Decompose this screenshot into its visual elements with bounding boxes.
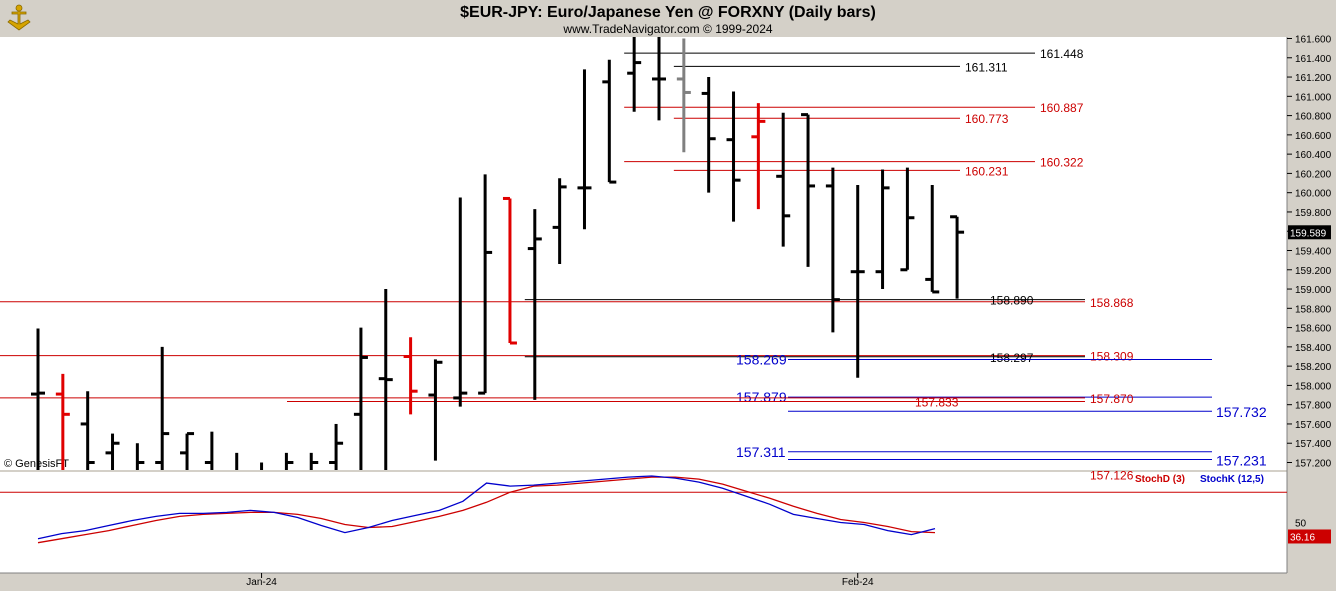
level-label: 160.231 — [965, 164, 1009, 178]
ohlc-bar[interactable] — [726, 91, 741, 222]
levels-layer: 161.448 161.311 160.887 160.773 160.322 160.2… — [0, 47, 1267, 483]
chart-subtitle: www.TradeNavigator.com © 1999-2024 — [562, 22, 772, 36]
ohlc-bar[interactable] — [478, 174, 493, 395]
ohlc-bar[interactable] — [453, 197, 468, 407]
price-tick-label: 160.400 — [1295, 150, 1332, 161]
ohlc-bar[interactable] — [627, 37, 642, 112]
level-label: 158.297 — [990, 351, 1034, 365]
time-axis: Jan-24 Feb-24 — [246, 573, 874, 588]
ohlc-bar[interactable] — [31, 328, 45, 470]
ohlc-bar[interactable] — [180, 432, 195, 470]
time-tick-label: Feb-24 — [842, 577, 874, 588]
price-tick-label: 157.600 — [1295, 420, 1332, 431]
level-label: 157.311 — [736, 444, 786, 460]
price-tick-label: 160.600 — [1295, 131, 1332, 142]
level-label: 157.126 — [1090, 469, 1134, 483]
price-tick-label: 160.000 — [1295, 189, 1332, 200]
price-tick-label: 161.000 — [1295, 92, 1332, 103]
ohlc-bar[interactable] — [602, 59, 617, 184]
ohlc-bar[interactable] — [552, 178, 567, 264]
ohlc-bar[interactable] — [309, 452, 319, 470]
ohlc-bar[interactable] — [502, 196, 517, 345]
price-tick-label: 157.200 — [1295, 459, 1332, 470]
ohlc-bar[interactable] — [900, 167, 915, 272]
ohlc-bar[interactable] — [329, 423, 344, 470]
bars-layer — [31, 37, 965, 470]
price-tick-label: 158.800 — [1295, 304, 1332, 315]
ohlc-bar[interactable] — [428, 359, 443, 461]
level-label: 157.870 — [1090, 392, 1134, 406]
price-tick-label: 158.600 — [1295, 324, 1332, 335]
stochastic-pane[interactable] — [0, 472, 1287, 573]
price-axis: 161.600 161.400 161.200 161.000 160.800 160.6… — [1287, 35, 1332, 470]
chart-title: $EUR-JPY: Euro/Japanese Yen @ FORXNY (Da… — [460, 4, 876, 21]
ohlc-bar[interactable] — [577, 69, 592, 230]
ohlc-bar[interactable] — [875, 169, 890, 290]
ohlc-bar[interactable] — [155, 346, 170, 470]
stoch-tick-label: 50 — [1295, 519, 1307, 530]
stoch-layer: 50 36.16 — [0, 475, 1331, 544]
level-label: 158.269 — [736, 351, 787, 367]
ohlc-bar[interactable] — [850, 184, 865, 378]
stoch-k-line — [37, 475, 936, 540]
time-tick-label: Jan-24 — [246, 577, 277, 588]
ohlc-bar[interactable] — [676, 38, 691, 153]
price-tick-label: 158.200 — [1295, 362, 1332, 373]
ohlc-bar[interactable] — [135, 443, 145, 470]
ohlc-bar[interactable] — [80, 391, 95, 470]
ohlc-bar[interactable] — [801, 113, 816, 267]
ohlc-bar[interactable] — [527, 209, 542, 400]
price-tick-label: 157.800 — [1295, 401, 1332, 412]
ohlc-bar[interactable] — [378, 289, 393, 470]
last-price-tag — [1288, 225, 1331, 240]
level-label: 160.322 — [1040, 156, 1084, 170]
ohlc-bar[interactable] — [403, 337, 418, 415]
level-label: 157.833 — [915, 396, 959, 410]
level-label: 160.887 — [1040, 101, 1084, 115]
price-tick-label: 160.200 — [1295, 169, 1332, 180]
level-label: 161.448 — [1040, 47, 1084, 61]
level-label: 161.311 — [965, 60, 1008, 74]
ohlc-bar[interactable] — [925, 184, 940, 294]
ohlc-bar[interactable] — [751, 103, 766, 210]
level-label: 158.309 — [1090, 350, 1134, 364]
level-label: 158.868 — [1090, 296, 1134, 310]
level-label: 158.890 — [990, 294, 1034, 308]
stoch-value-tag — [1288, 529, 1331, 544]
ohlc-bar[interactable] — [284, 452, 294, 470]
price-tick-label: 161.200 — [1295, 73, 1332, 84]
legend-entry: StochD (3) — [1135, 474, 1185, 485]
price-tick-label: 159.200 — [1295, 266, 1332, 277]
ohlc-bar[interactable] — [652, 37, 666, 121]
ohlc-bar[interactable] — [55, 373, 70, 470]
stoch-d-line — [37, 476, 936, 544]
price-tick-label: 159.800 — [1295, 208, 1332, 219]
ohlc-bar[interactable] — [701, 77, 716, 193]
price-tick-label: 159.400 — [1295, 247, 1332, 258]
ohlc-bar[interactable] — [204, 431, 214, 470]
last-price-label: 159.589 — [1290, 228, 1327, 239]
level-label: 157.879 — [736, 389, 787, 405]
price-tick-label: 161.400 — [1295, 54, 1332, 65]
ohlc-bar[interactable] — [353, 327, 368, 470]
price-tick-label: 158.000 — [1295, 381, 1332, 392]
stoch-value-label: 36.16 — [1290, 532, 1315, 543]
price-tick-label: 161.600 — [1295, 35, 1332, 46]
ohlc-bar[interactable] — [105, 433, 120, 470]
price-tick-label: 160.800 — [1295, 112, 1332, 123]
ohlc-bar[interactable] — [950, 215, 965, 299]
legend-entry: StochK (12,5) — [1200, 474, 1264, 485]
logo-icon — [7, 4, 31, 31]
ohlc-bar[interactable] — [825, 167, 840, 333]
level-label: 157.732 — [1216, 404, 1267, 420]
price-tick-label: 159.000 — [1295, 285, 1332, 296]
level-label: 157.231 — [1216, 453, 1267, 469]
ohlc-bar[interactable] — [776, 112, 791, 247]
stoch-legend: StochD (3) StochK (12,5) — [1135, 474, 1264, 485]
price-tick-label: 157.400 — [1295, 439, 1332, 450]
level-label: 160.773 — [965, 112, 1009, 126]
price-tick-label: 158.400 — [1295, 343, 1332, 354]
